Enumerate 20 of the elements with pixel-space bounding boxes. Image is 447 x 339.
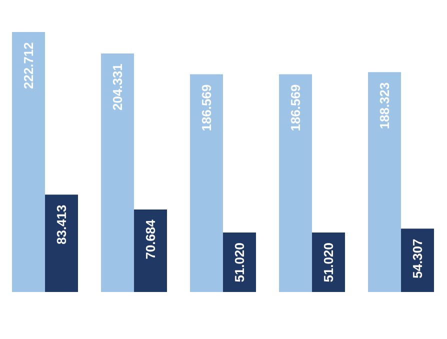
bar [223,232,256,292]
data-label: 186.569 [202,84,212,130]
bar [45,194,78,292]
data-label: 51.020 [324,243,334,282]
bar [101,53,134,292]
data-label: 54.307 [412,239,422,278]
data-label: 186.569 [290,84,300,130]
data-label: 204.331 [112,64,122,110]
data-label: 222.712 [24,42,34,89]
data-label: 83.413 [56,205,66,244]
bar [401,228,434,292]
bar [312,232,345,292]
bar [279,74,312,292]
bar [134,209,167,292]
bar [368,72,401,292]
bar [12,32,45,292]
data-label: 51.020 [234,243,244,282]
bar [190,74,223,292]
data-label: 188.323 [380,82,390,128]
data-label: 70.684 [146,220,156,259]
